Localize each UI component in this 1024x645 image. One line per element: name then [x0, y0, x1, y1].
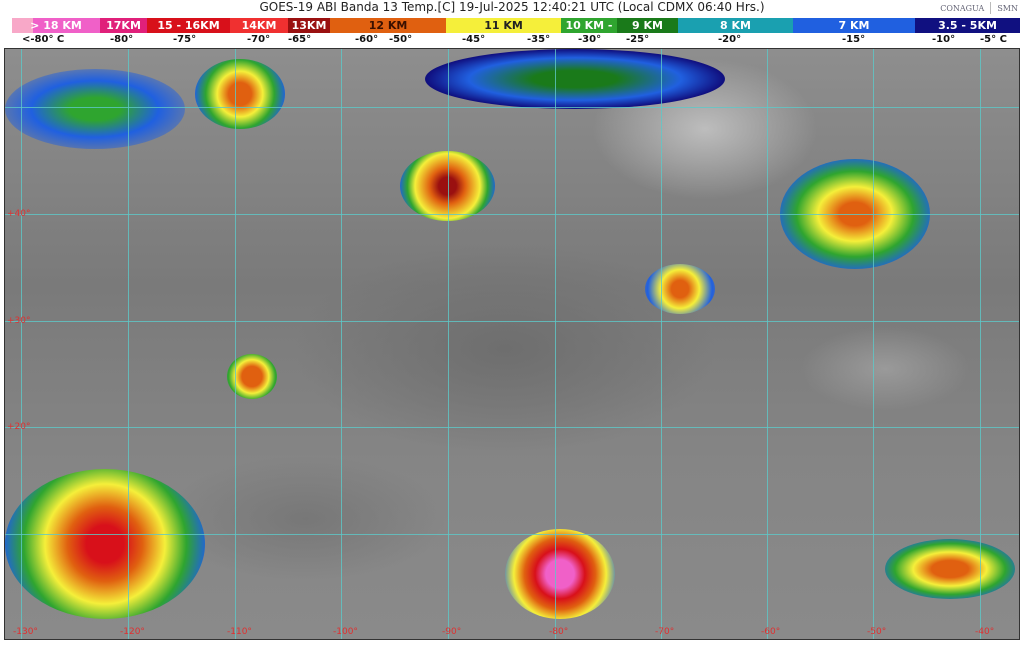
temperature-scale: <-80° C -80° -75° -70° -65° -60° -50° -4…	[0, 33, 1024, 47]
graticule-line	[341, 49, 342, 639]
latitude-label: +30°	[7, 316, 31, 326]
longitude-label: -130°	[13, 627, 38, 637]
graticule-line	[5, 214, 1019, 215]
temp-label: -20°	[718, 34, 742, 45]
temp-label: -25°	[626, 34, 650, 45]
graticule-line	[661, 49, 662, 639]
storm-cell	[400, 151, 495, 221]
legend-segment: 3.5 - 5KM	[915, 18, 1020, 33]
longitude-label: -80°	[549, 627, 569, 637]
graticule-line	[448, 49, 449, 639]
graticule-line	[21, 49, 22, 639]
graticule-line	[555, 49, 556, 639]
latitude-label: +40°	[7, 209, 31, 219]
longitude-label: -60°	[761, 627, 781, 637]
legend-segment: 12 KM	[330, 18, 446, 33]
graticule-line	[5, 534, 1019, 535]
temp-label: -70°	[247, 34, 271, 45]
storm-cell	[645, 264, 715, 314]
temp-label: -75°	[173, 34, 197, 45]
legend-segment: 11 KM	[446, 18, 561, 33]
graticule-line	[5, 321, 1019, 322]
longitude-label: -120°	[120, 627, 145, 637]
legend-segment: > 18 KM	[12, 18, 100, 33]
temp-label: -60°	[355, 34, 379, 45]
temp-label: <-80° C	[22, 34, 65, 45]
graticule-line	[235, 49, 236, 639]
cloud-band	[425, 49, 725, 109]
logo-divider	[990, 2, 992, 14]
storm-cell	[885, 539, 1015, 599]
temp-label: -65°	[288, 34, 312, 45]
longitude-label: -40°	[975, 627, 995, 637]
temp-label: -45°	[462, 34, 486, 45]
temp-label: -30°	[578, 34, 602, 45]
legend-segment: 14KM	[230, 18, 288, 33]
longitude-label: -70°	[655, 627, 675, 637]
cloud-band	[5, 69, 185, 149]
storm-cell	[5, 469, 205, 619]
satellite-map[interactable]: +40° +30° +20° -130° -120° -110° -100° -…	[4, 48, 1020, 640]
longitude-label: -90°	[442, 627, 462, 637]
graticule-line	[873, 49, 874, 639]
latitude-label: +20°	[7, 422, 31, 432]
temp-label: -80°	[110, 34, 134, 45]
longitude-label: -100°	[333, 627, 358, 637]
legend-segment: 13KM	[288, 18, 330, 33]
color-legend: > 18 KM 17KM 15 - 16KM 14KM 13KM 12 KM 1…	[12, 18, 1020, 33]
storm-cell	[505, 529, 615, 619]
legend-segment: 17KM	[100, 18, 147, 33]
graticule-line	[128, 49, 129, 639]
legend-segment: 15 - 16KM	[147, 18, 230, 33]
graticule-line	[980, 49, 981, 639]
temp-label: -35°	[527, 34, 551, 45]
agency-logos: CONAGUA SMN	[940, 2, 1018, 14]
legend-segment: 7 KM	[793, 18, 915, 33]
legend-segment: 8 KM	[678, 18, 793, 33]
graticule-line	[5, 427, 1019, 428]
conagua-logo: CONAGUA	[940, 3, 985, 13]
smn-logo: SMN	[997, 3, 1018, 13]
legend-segment: 10 KM -	[561, 18, 617, 33]
storm-cell	[195, 59, 285, 129]
graticule-line	[5, 107, 1019, 108]
legend-segment: 9 KM	[617, 18, 678, 33]
temp-label: -10°	[932, 34, 956, 45]
longitude-label: -110°	[227, 627, 252, 637]
image-title: GOES-19 ABI Banda 13 Temp.[C] 19-Jul-202…	[259, 0, 765, 14]
temp-label: -50°	[389, 34, 413, 45]
longitude-label: -50°	[867, 627, 887, 637]
temp-label: -5° C	[980, 34, 1007, 45]
temp-label: -15°	[842, 34, 866, 45]
graticule-line	[767, 49, 768, 639]
